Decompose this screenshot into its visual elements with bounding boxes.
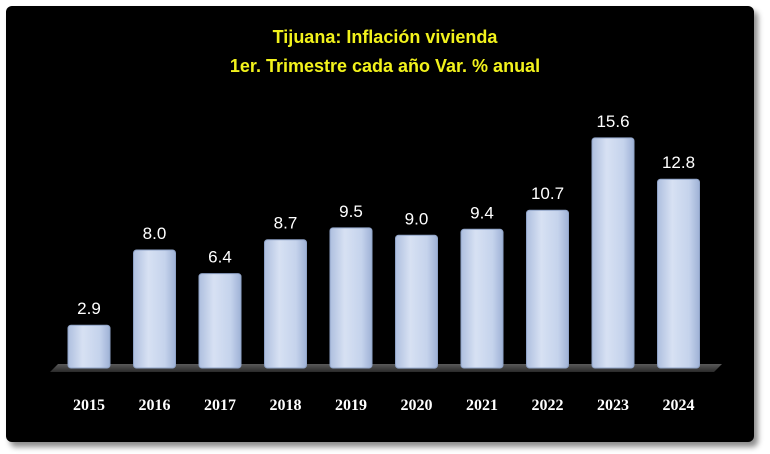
x-tick-2017: 2017: [204, 397, 236, 414]
value-label-2015: 2.9: [77, 299, 101, 318]
x-tick-2021: 2021: [466, 397, 498, 414]
bar-2015: [67, 324, 111, 369]
x-tick-2016: 2016: [139, 397, 171, 414]
x-tick-2019: 2019: [335, 397, 367, 414]
chart-subtitle: 1er. Trimestre cada año Var. % anual: [230, 56, 540, 76]
x-axis-ticks: 2015 2016 2017 2018 2019 2020 2021 2022 2023 2024: [73, 397, 695, 414]
x-tick-2024: 2024: [663, 397, 695, 414]
bar-2023: [591, 137, 635, 369]
x-tick-2018: 2018: [270, 397, 302, 414]
bar-2016: [133, 249, 176, 369]
bar-2024: [657, 178, 700, 369]
value-label-2018: 8.7: [274, 214, 298, 233]
chart-title: Tijuana: Inflación vivienda: [273, 27, 499, 47]
value-label-2017: 6.4: [208, 248, 232, 267]
value-label-2023: 15.6: [596, 112, 629, 131]
bar-2021: [460, 228, 504, 369]
value-label-2022: 10.7: [531, 184, 564, 203]
value-label-2019: 9.5: [339, 202, 363, 221]
bar-2020: [395, 234, 438, 369]
x-tick-2015: 2015: [73, 397, 105, 414]
value-labels: 2.9 8.0 6.4 8.7 9.5 9.0 9.4 10.7 15.6 12.8: [77, 112, 695, 318]
x-tick-2023: 2023: [597, 397, 629, 414]
bar-2019: [329, 227, 373, 369]
value-label-2024: 12.8: [662, 153, 695, 172]
x-tick-2022: 2022: [532, 397, 564, 414]
value-label-2020: 9.0: [405, 209, 429, 228]
value-label-2021: 9.4: [470, 203, 494, 222]
bar-2017: [198, 273, 242, 369]
bar-2018: [264, 239, 307, 369]
bar-2022: [526, 209, 569, 369]
x-tick-2020: 2020: [401, 397, 433, 414]
value-label-2016: 8.0: [143, 224, 167, 243]
bar-series: [67, 137, 700, 369]
